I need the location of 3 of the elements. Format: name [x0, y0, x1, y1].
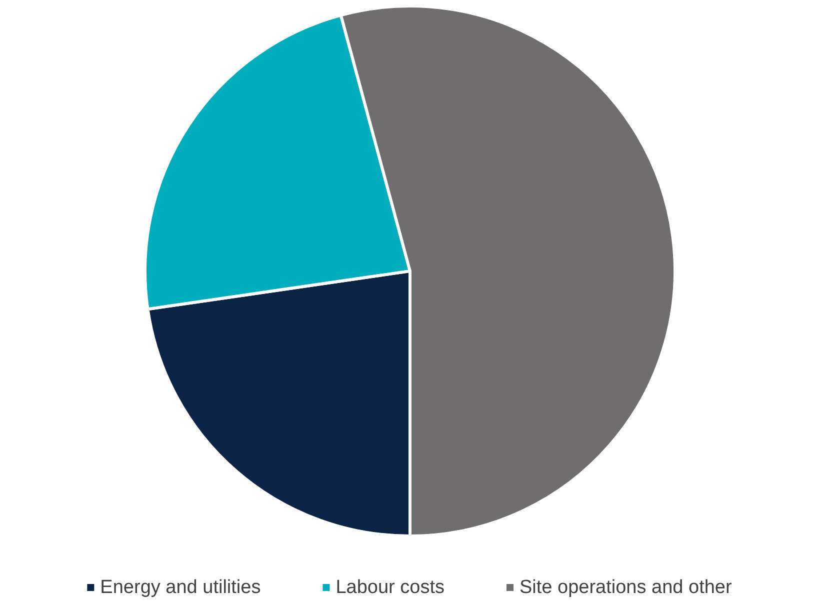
legend-label: Site operations and other	[520, 577, 732, 598]
legend-label: Energy and utilities	[100, 577, 261, 598]
legend-label: Labour costs	[336, 577, 445, 598]
